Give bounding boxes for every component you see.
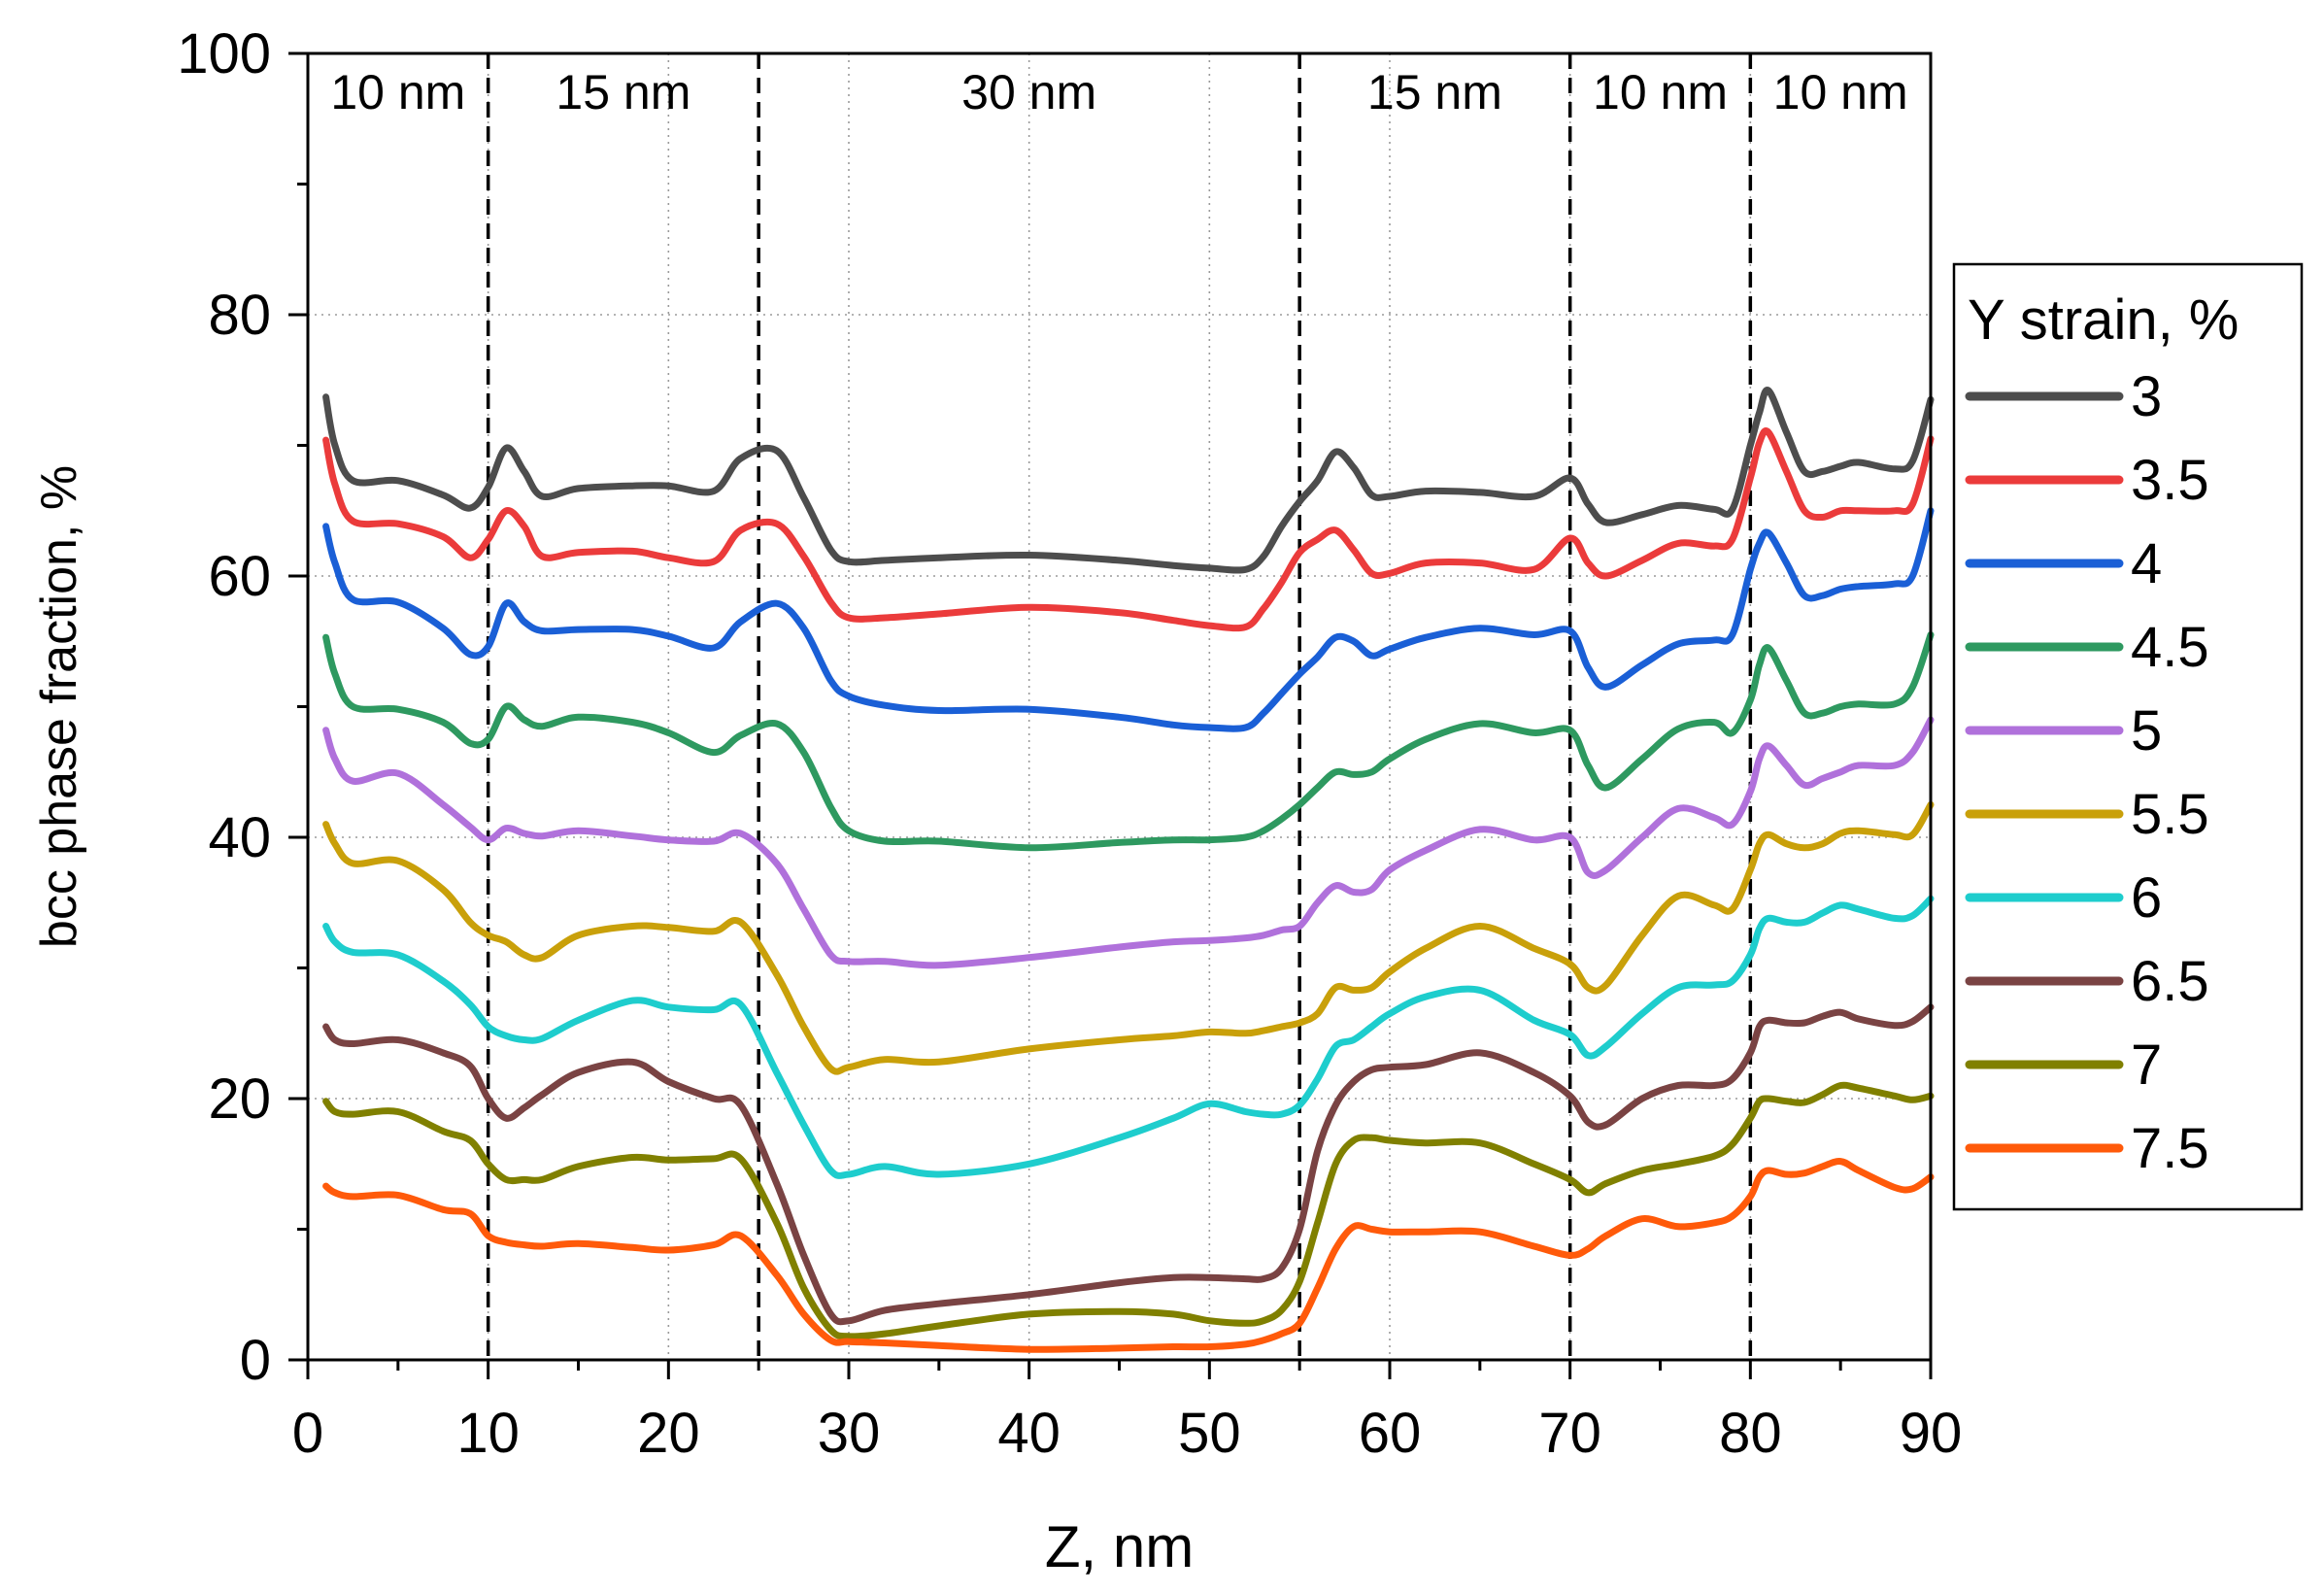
x-tick-label: 50 bbox=[1178, 1402, 1241, 1465]
x-tick-label: 30 bbox=[818, 1402, 881, 1465]
legend-label: 5 bbox=[2131, 699, 2162, 763]
x-tick-label: 90 bbox=[1900, 1402, 1963, 1465]
series-lines bbox=[322, 387, 1935, 1353]
region-label: 10 nm bbox=[330, 65, 465, 119]
legend-label: 7 bbox=[2131, 1034, 2162, 1097]
y-tick-label: 80 bbox=[208, 284, 271, 347]
x-tick-label: 40 bbox=[997, 1402, 1061, 1465]
region-labels: 10 nm 15 nm 30 nm 15 nm 10 nm 10 nm bbox=[330, 65, 1907, 119]
series-line-3 bbox=[322, 387, 1935, 574]
legend-label: 6 bbox=[2131, 866, 2162, 930]
series-line-6-5 bbox=[322, 1003, 1935, 1326]
series-line-7-5 bbox=[322, 1158, 1935, 1353]
legend-label: 4 bbox=[2131, 532, 2162, 595]
legend-label: 5.5 bbox=[2131, 783, 2209, 846]
y-tick-label: 40 bbox=[208, 806, 271, 869]
x-tick-label: 70 bbox=[1538, 1402, 1601, 1465]
region-label: 10 nm bbox=[1593, 65, 1728, 119]
legend-label: 4.5 bbox=[2131, 616, 2209, 679]
region-boundaries bbox=[486, 53, 1753, 1360]
region-label: 15 nm bbox=[1367, 65, 1502, 119]
region-label: 15 nm bbox=[556, 65, 690, 119]
axis-ticks bbox=[288, 51, 1933, 1379]
legend-label: 3.5 bbox=[2131, 449, 2209, 512]
series-line-7 bbox=[322, 1081, 1935, 1340]
legend-label: 3 bbox=[2131, 365, 2162, 428]
series-line-5-5 bbox=[322, 800, 1935, 1075]
series-line-4 bbox=[322, 507, 1935, 732]
grid-lines bbox=[308, 53, 1931, 1360]
region-label: 10 nm bbox=[1773, 65, 1908, 119]
x-tick-label: 80 bbox=[1719, 1402, 1782, 1465]
y-tick-label: 20 bbox=[208, 1068, 271, 1131]
x-tick-label: 10 bbox=[456, 1402, 520, 1465]
series-line-5 bbox=[322, 716, 1935, 969]
series-line-4-5 bbox=[322, 631, 1935, 852]
x-tick-labels: 0 10 20 30 40 50 60 70 80 90 bbox=[292, 1402, 1962, 1465]
y-tick-label: 0 bbox=[240, 1329, 271, 1392]
legend-label: 7.5 bbox=[2131, 1117, 2209, 1180]
x-axis-title: Z, nm bbox=[1045, 1514, 1194, 1579]
x-tick-label: 20 bbox=[637, 1402, 700, 1465]
y-axis-title: bcc phase fraction, % bbox=[31, 465, 87, 948]
legend: Y strain, % 3 3.5 4 4.5 5 5.5 6 6.5 7 7.5 bbox=[1952, 262, 2304, 1211]
legend-items: 3 3.5 4 4.5 5 5.5 6 6.5 7 7.5 bbox=[1965, 365, 2209, 1180]
region-label: 30 nm bbox=[961, 65, 1096, 119]
x-tick-label: 0 bbox=[292, 1402, 323, 1465]
y-tick-label: 60 bbox=[208, 545, 271, 608]
series-line-6 bbox=[322, 895, 1935, 1179]
legend-box bbox=[1952, 262, 2304, 1211]
series-line-3-5 bbox=[322, 427, 1935, 632]
legend-title: Y strain, % bbox=[1968, 288, 2239, 352]
legend-label: 6.5 bbox=[2131, 950, 2209, 1013]
x-tick-label: 60 bbox=[1359, 1402, 1422, 1465]
y-tick-label: 100 bbox=[177, 22, 271, 85]
y-tick-labels: 0 20 40 60 80 100 bbox=[177, 22, 271, 1392]
